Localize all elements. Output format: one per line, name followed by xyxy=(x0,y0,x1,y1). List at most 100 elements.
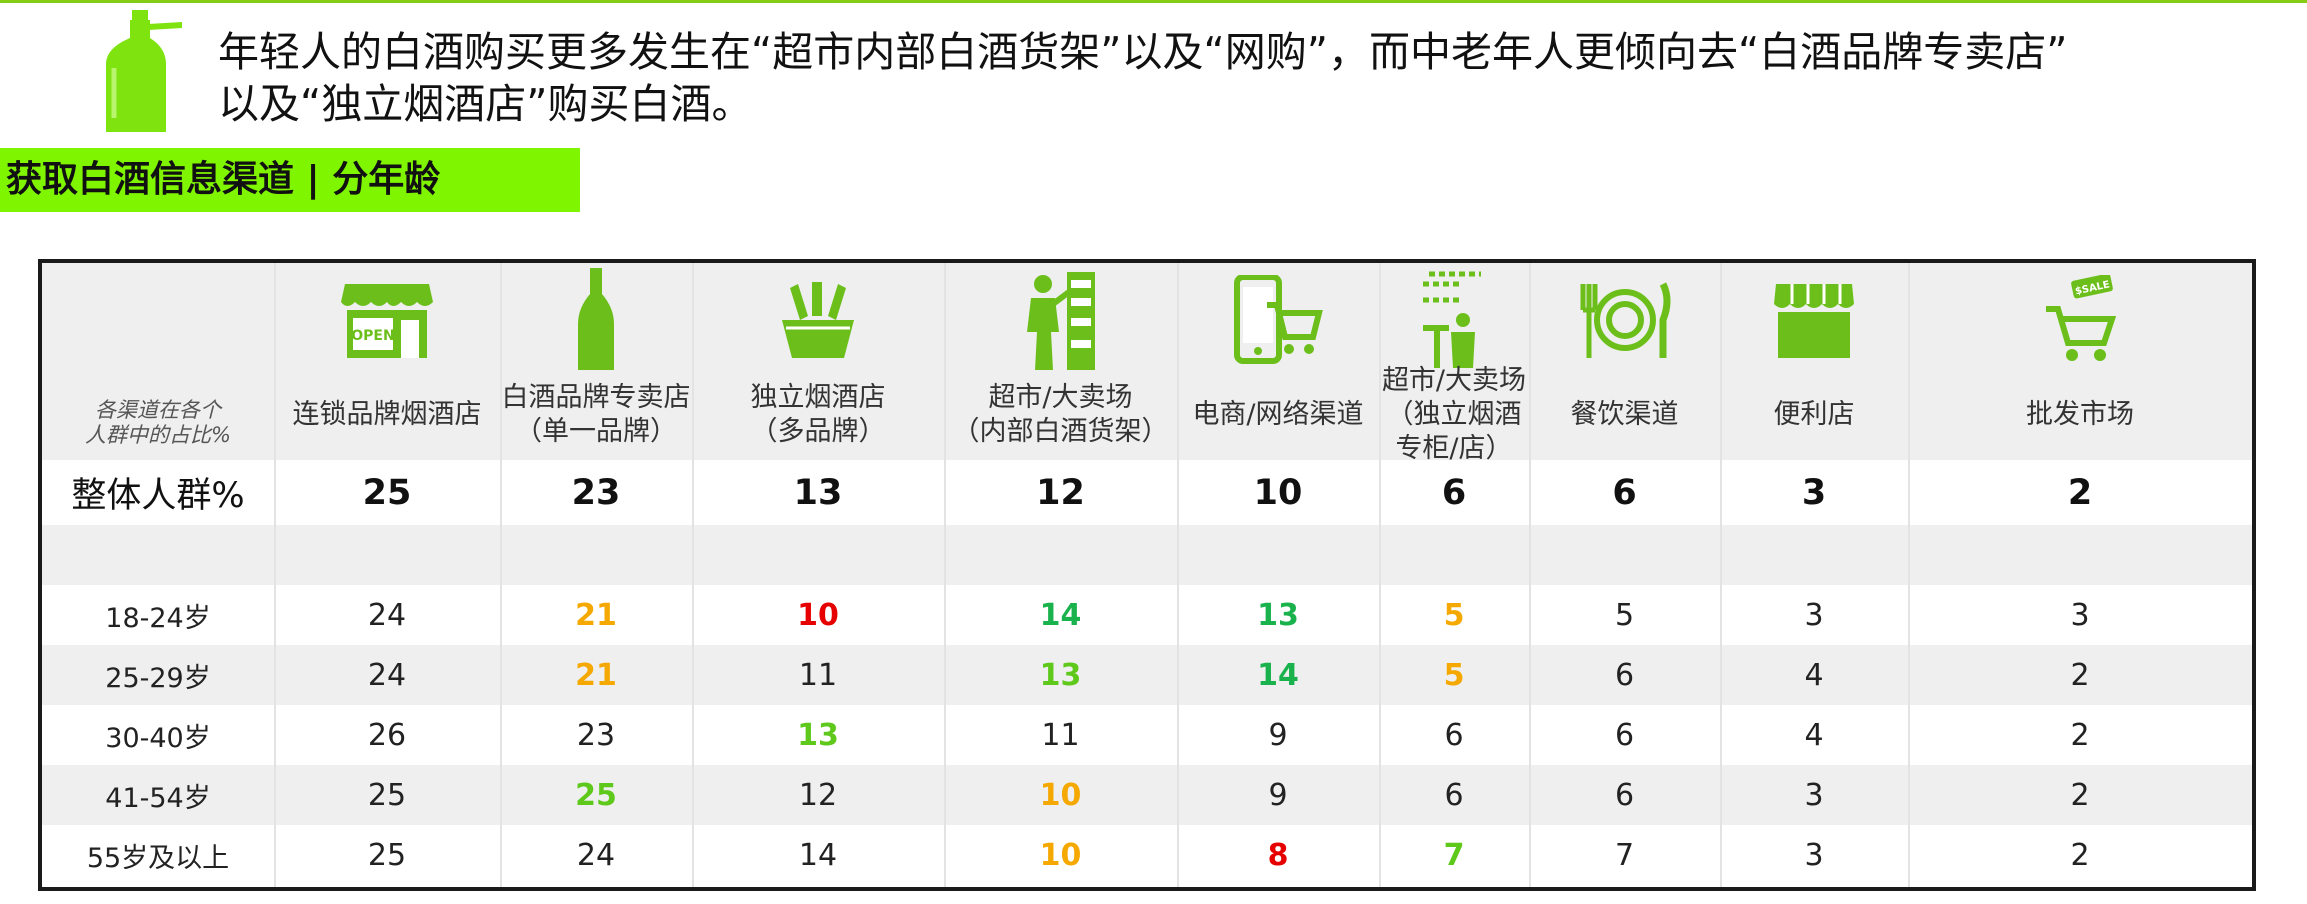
table-cell: 21 xyxy=(575,657,617,693)
table-cell: 13 xyxy=(1257,597,1299,633)
table-cell: 9 xyxy=(1268,777,1288,813)
column-divider xyxy=(1908,263,1910,887)
bottles-basket-icon xyxy=(692,267,944,373)
channel-label: 超市/大卖场 （内部白酒货架） xyxy=(952,382,1169,447)
table-cell: 25 xyxy=(367,837,407,873)
table-cell: 3 xyxy=(1804,777,1824,813)
table-cell: 2 xyxy=(2070,717,2090,753)
table-cell: 13 xyxy=(797,717,839,753)
total-value: 12 xyxy=(1036,472,1085,513)
separator-band xyxy=(42,525,2252,585)
headline-line-2: 以及“独立烟酒店”购买白酒。 xyxy=(218,80,753,128)
table-cell: 5 xyxy=(1443,657,1465,693)
channel-label: 独立烟酒店 （多品牌） xyxy=(750,382,886,447)
table-cell: 8 xyxy=(1267,837,1289,873)
section-title-bar: 获取白酒信息渠道 | 分年龄 xyxy=(0,148,580,212)
table-cell: 25 xyxy=(367,777,407,813)
table-cell: 6 xyxy=(1444,717,1464,753)
table-cell: 24 xyxy=(367,597,407,633)
age-group-label: 30-40岁 xyxy=(105,722,211,754)
column-divider xyxy=(1379,263,1381,887)
total-value: 13 xyxy=(793,472,843,513)
table-cell: 24 xyxy=(576,837,616,873)
table-cell: 12 xyxy=(798,777,838,813)
channel-label: 便利店 xyxy=(1773,399,1855,430)
channel-table: 各渠道在各个 人群中的占比% OPEN 连锁品牌烟酒店 25 白酒品牌专卖店 （单一品牌… xyxy=(38,259,2256,891)
total-value: 3 xyxy=(1801,472,1827,513)
top-accent-line xyxy=(0,0,2307,3)
column-divider xyxy=(500,263,502,887)
table-cell: 3 xyxy=(1804,837,1824,873)
plate-cutlery-icon xyxy=(1529,267,1720,373)
channel-label: 餐饮渠道 xyxy=(1570,399,1679,430)
age-group-label: 55岁及以上 xyxy=(86,842,230,874)
channel-label: 电商/网络渠道 xyxy=(1192,399,1364,430)
total-row-label: 整体人群% xyxy=(71,476,245,516)
total-value: 6 xyxy=(1612,472,1637,513)
table-cell: 13 xyxy=(1039,657,1082,693)
age-group-label: 18-24岁 xyxy=(105,602,211,634)
table-cell: 7 xyxy=(1443,837,1465,873)
row-band xyxy=(42,765,2252,825)
table-cell: 2 xyxy=(2070,777,2090,813)
row-band xyxy=(42,645,2252,705)
table-cell: 4 xyxy=(1804,717,1824,753)
channel-label: 批发市场 xyxy=(2026,399,2134,430)
table-grid: 各渠道在各个 人群中的占比% OPEN 连锁品牌烟酒店 25 白酒品牌专卖店 （单一品牌… xyxy=(42,263,2252,887)
sale-cart-icon: $SALE xyxy=(1908,267,2252,373)
phone-cart-icon xyxy=(1177,267,1379,373)
column-divider xyxy=(1720,263,1722,887)
total-value: 10 xyxy=(1253,472,1303,513)
age-group-label: 25-29岁 xyxy=(105,662,211,694)
table-cell: 4 xyxy=(1804,657,1824,693)
headline: 年轻人的白酒购买更多发生在“超市内部白酒货架”以及“网购”，而中老年人更倾向去“… xyxy=(218,26,2168,130)
table-cell: 5 xyxy=(1443,597,1465,633)
section-title: 获取白酒信息渠道 | 分年龄 xyxy=(6,159,441,200)
table-cell: 3 xyxy=(1804,597,1824,633)
svg-text:OPEN: OPEN xyxy=(351,328,394,344)
table-cell: 26 xyxy=(367,717,407,753)
table-cell: 14 xyxy=(1257,657,1299,693)
table-cell: 2 xyxy=(2070,837,2090,873)
table-cell: 6 xyxy=(1614,777,1635,813)
shop-awning-icon xyxy=(1720,267,1908,373)
table-cell: 6 xyxy=(1614,657,1635,693)
column-divider xyxy=(274,263,276,887)
channel-label: 白酒品牌专卖店 （单一品牌） xyxy=(501,382,691,447)
total-value: 2 xyxy=(2067,472,2093,513)
total-value: 25 xyxy=(362,472,412,513)
table-cell: 10 xyxy=(797,597,839,633)
table-cell: 6 xyxy=(1614,717,1635,753)
corner-label: 各渠道在各个 人群中的占比% xyxy=(85,398,231,447)
table-cell: 10 xyxy=(1039,777,1082,813)
table-cell: 7 xyxy=(1614,837,1635,873)
table-cell: 6 xyxy=(1444,777,1464,813)
storefront-open-icon: OPEN xyxy=(274,267,500,373)
column-divider xyxy=(1177,263,1179,887)
column-divider xyxy=(944,263,946,887)
table-cell: 5 xyxy=(1614,597,1635,633)
table-cell: 14 xyxy=(1039,597,1082,633)
shopper-shelf-icon xyxy=(944,267,1177,373)
table-cell: 11 xyxy=(798,657,838,693)
bottle-icon xyxy=(500,267,692,373)
table-cell: 24 xyxy=(367,657,407,693)
channel-label: 连锁品牌烟酒店 xyxy=(292,399,482,430)
column-divider xyxy=(692,263,694,887)
headline-line-1: 年轻人的白酒购买更多发生在“超市内部白酒货架”以及“网购”，而中老年人更倾向去“… xyxy=(218,28,2068,76)
table-cell: 3 xyxy=(2070,597,2090,633)
counter-icon xyxy=(1379,267,1529,373)
total-value: 23 xyxy=(571,472,621,513)
table-cell: 25 xyxy=(575,777,617,813)
channel-label: 超市/大卖场 （独立烟酒专柜/店） xyxy=(1381,365,1527,464)
bottle-icon xyxy=(106,10,182,132)
table-cell: 11 xyxy=(1041,717,1080,753)
table-cell: 23 xyxy=(576,717,616,753)
table-cell: 2 xyxy=(2070,657,2090,693)
table-cell: 9 xyxy=(1268,717,1288,753)
column-divider xyxy=(1529,263,1531,887)
table-cell: 21 xyxy=(575,597,617,633)
table-cell: 10 xyxy=(1039,837,1082,873)
table-cell: 14 xyxy=(798,837,838,873)
age-group-label: 41-54岁 xyxy=(105,782,211,814)
